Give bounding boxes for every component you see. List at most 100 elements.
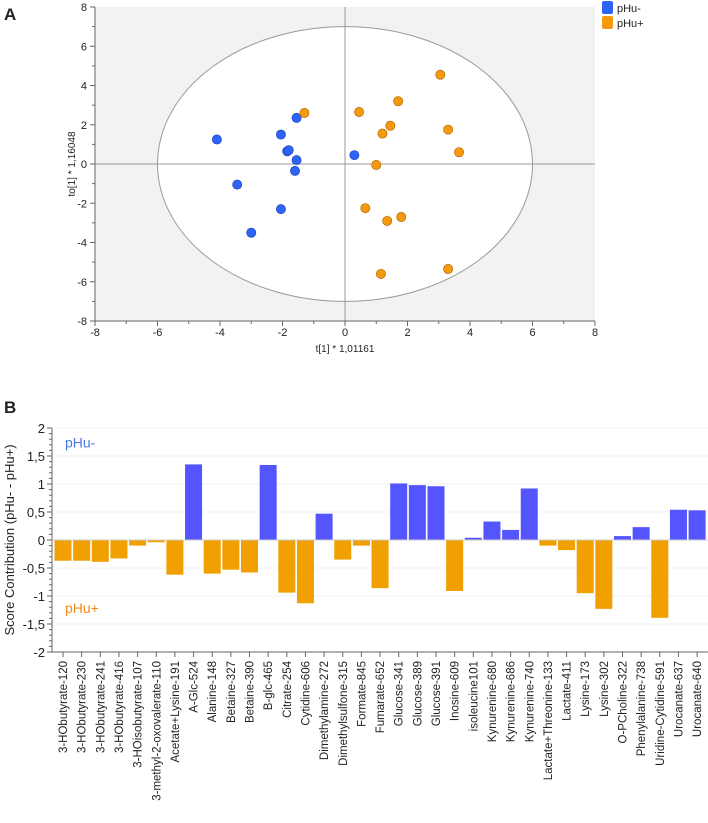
y-tick-label: 0 (81, 159, 87, 171)
x-tick-label: Formate-845 (356, 661, 368, 727)
bar-cytidine-606 (296, 540, 314, 604)
x-tick-label: Kynurenine-740 (524, 661, 536, 742)
y-tick-label: -2 (77, 198, 87, 210)
bar-urocanate-637 (669, 509, 687, 540)
data-point-phu-minus (246, 227, 257, 238)
data-point-phu-minus (211, 134, 222, 145)
bar-inosine-609 (446, 540, 464, 591)
y-tick-label: 2 (81, 120, 87, 132)
y-tick-label: 8 (81, 2, 87, 14)
x-tick-label: -6 (153, 327, 163, 339)
x-tick-label: Acetate+Lysine-191 (170, 661, 182, 763)
x-tick-label: -2 (278, 327, 288, 339)
bar-3-methyl-2-oxovalerate-110 (147, 540, 165, 543)
bar-glucose-391 (427, 486, 445, 540)
bar-lactate-411 (558, 540, 576, 551)
x-tick-label: Lysine-173 (580, 661, 592, 717)
y-tick-label: 2 (38, 421, 45, 436)
y-tick-label: -1 (33, 589, 45, 604)
bar-kynurenine-740 (520, 488, 538, 540)
data-point-phu-plus (371, 160, 382, 170)
y-tick-label: 6 (81, 41, 87, 53)
data-point-phu-plus (354, 107, 365, 117)
x-tick-label: 3-HObutyrate-230 (77, 661, 89, 753)
y-axis-label: Score Contribution (pHu- - pHu+) (2, 444, 17, 635)
data-point-phu-plus (454, 147, 465, 158)
x-tick-label: Urocanate-637 (673, 661, 685, 737)
x-tick-label: Lysine-302 (599, 661, 611, 717)
data-point-phu-minus (291, 155, 302, 166)
bar-lactate-threonine-133 (539, 540, 557, 546)
y-tick-label: -8 (77, 316, 87, 328)
y-tick-label: -6 (77, 277, 87, 289)
bar-b-glc-465 (259, 464, 277, 540)
bar-a-glc-524 (185, 464, 203, 540)
data-point-phu-plus (385, 120, 396, 131)
data-point-phu-plus (443, 124, 454, 135)
data-point-phu-plus (443, 264, 454, 274)
data-point-phu-plus (360, 203, 371, 214)
y-axis-label: to[1] * 1,16048 (67, 131, 78, 196)
bar-glucose-341 (390, 483, 408, 540)
x-tick-label: 3-HObutyrate-241 (95, 661, 107, 753)
x-tick-label: Phenylalanine-738 (636, 661, 648, 756)
x-tick-label: A-Glc-524 (189, 660, 201, 712)
bar-lysine-302 (595, 540, 613, 609)
y-tick-label: 0 (38, 533, 45, 548)
bar-dimethylamine-272 (315, 513, 333, 540)
x-tick-label: Dimethylamine-272 (319, 661, 331, 760)
bar-acetate-lysine-191 (166, 540, 184, 575)
data-point-phu-plus (375, 268, 386, 279)
x-tick-label: 3-methyl-2-oxovalerate-110 (151, 661, 163, 801)
y-tick-label: 1,5 (27, 449, 45, 464)
bar-formate-845 (352, 540, 370, 546)
data-point-phu-minus (232, 179, 243, 190)
bar-isoleucine101 (464, 537, 482, 540)
bar-uridine-cytidine-591 (651, 540, 669, 618)
x-tick-label: -4 (215, 327, 225, 339)
x-tick-label: Fumarate-652 (375, 661, 387, 733)
x-tick-label: Dimethylsulfone-315 (338, 661, 350, 766)
x-tick-label: Glucose-391 (431, 661, 443, 726)
legend-label: pHu+ (617, 18, 644, 30)
x-tick-label: Citrate-254 (282, 660, 294, 717)
x-tick-label: Urocanate-640 (692, 661, 704, 737)
bar-3-hobutyrate-241 (91, 540, 109, 562)
x-tick-label: 6 (529, 327, 535, 339)
legend-swatch (602, 16, 613, 29)
x-tick-label: Alanine-148 (207, 661, 219, 722)
x-tick-label: Betaine-390 (245, 661, 257, 723)
data-point-phu-plus (377, 128, 388, 139)
bar-3-hobutyrate-416 (110, 540, 128, 559)
bar-betaine-327 (222, 540, 240, 570)
bar-phenylalanine-738 (632, 527, 650, 540)
bar-alanine-148 (203, 540, 221, 574)
x-tick-label: 0 (342, 327, 348, 339)
data-point-phu-plus (396, 212, 407, 222)
x-tick-label: Cytidine-606 (300, 661, 312, 726)
x-tick-label: 3-HObutyrate-416 (114, 661, 126, 753)
y-tick-label: -4 (77, 238, 87, 250)
x-tick-label: -8 (90, 327, 100, 339)
bar-dimethylsulfone-315 (334, 540, 352, 560)
bar-kynurenine-686 (502, 529, 520, 540)
bar-3-hobutyrate-230 (73, 540, 91, 561)
bar-kynurenine-680 (483, 521, 501, 540)
data-point-phu-minus (283, 145, 294, 156)
y-tick-label: -0,5 (23, 561, 45, 576)
annotation-phu-minus: pHu- (65, 435, 96, 451)
bar-chart: 2 1,5 1 0,5 0 -0,5 -1 -1,5 -2 Score Contribution … (2, 421, 708, 801)
x-tick-label: Kynurenine-680 (487, 661, 499, 742)
data-point-phu-plus (299, 108, 310, 118)
bar-glucose-389 (408, 485, 426, 540)
y-tick-label: 0,5 (27, 505, 45, 520)
legend-swatch (602, 1, 613, 14)
data-point-phu-minus (290, 165, 300, 176)
x-tick-label: Kynurenine-686 (506, 661, 518, 742)
x-tick-label: Lactate+Threonine-133 (543, 661, 555, 780)
x-tick-label: 3-HOisobutyrate-107 (133, 661, 145, 768)
bar-3-hoisobutyrate-107 (129, 540, 147, 546)
data-point-phu-plus (393, 96, 404, 107)
